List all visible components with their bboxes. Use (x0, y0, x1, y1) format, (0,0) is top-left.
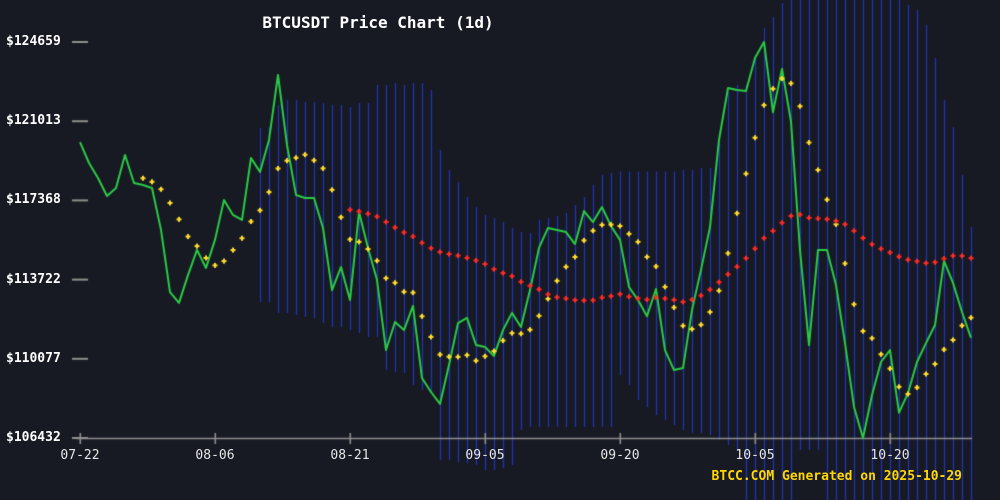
x-axis-label-0: 07-22 (60, 448, 100, 463)
y-axis-label-4: $110077 (6, 350, 61, 366)
x-axis-label-5: 10-05 (735, 448, 775, 463)
x-axis-label-3: 09-05 (465, 448, 505, 463)
chart-title: BTCUSDT Price Chart (1d) (262, 13, 494, 32)
y-axis-label-3: $113722 (6, 271, 61, 287)
x-axis-label-4: 09-20 (600, 448, 640, 463)
watermark-footer: BTCC.COM Generated on 2025-10-29 (711, 469, 962, 484)
x-axis-label-2: 08-21 (330, 448, 370, 463)
x-axis-label-1: 08-06 (195, 448, 235, 463)
y-axis-label-2: $117368 (6, 192, 61, 208)
y-axis-label-5: $106432 (6, 430, 61, 445)
y-axis-label-1: $121013 (6, 113, 61, 129)
x-axis-label-6: 10-20 (870, 448, 910, 463)
y-axis-label-0: $124659 (6, 34, 61, 49)
